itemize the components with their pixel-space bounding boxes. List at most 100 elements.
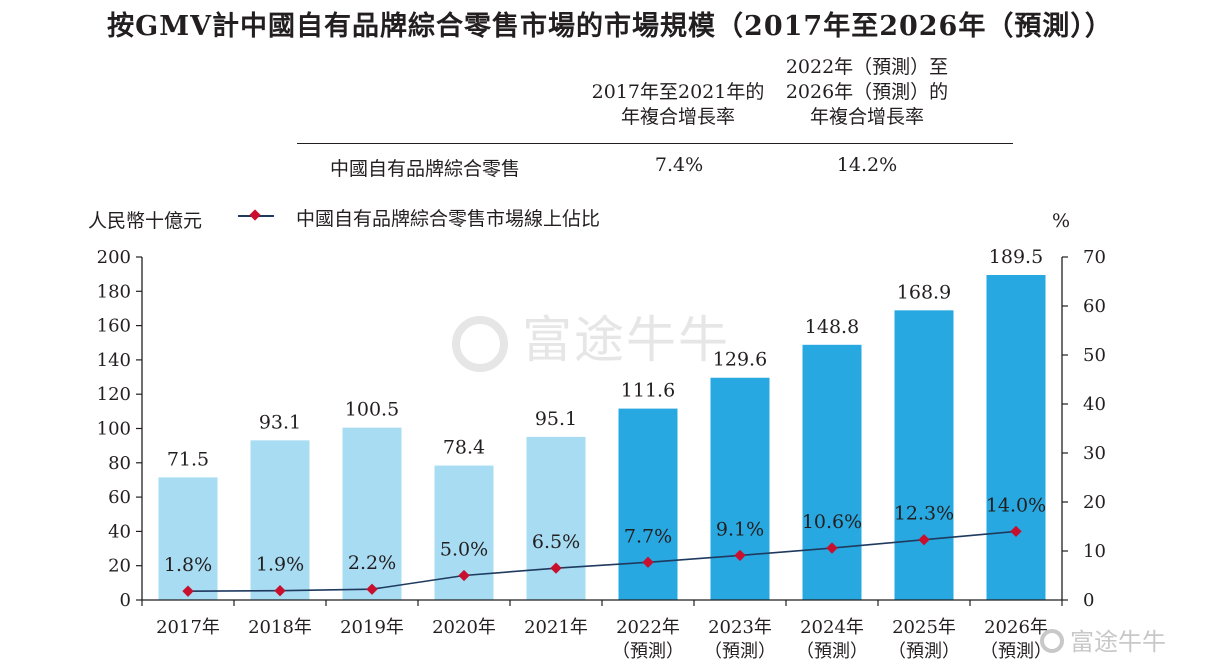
right-tick-label-7: 70 [1083,247,1106,268]
cagr-header-forecast-line-2: 年複合增長率 [809,106,924,128]
line-value-label-5: 7.7% [624,525,672,547]
right-tick-label-5: 50 [1083,345,1106,366]
x-tick-label-6-line-1: （預測） [704,641,776,662]
right-tick-label-3: 30 [1083,443,1106,464]
left-tick-label-2: 40 [108,521,131,542]
right-tick-label-1: 10 [1083,541,1106,562]
left-tick-label-0: 0 [120,590,131,611]
x-tick-label-7-line-0: 2024年 [800,617,864,638]
line-layer [182,525,1022,597]
cagr-divider [297,143,1013,144]
x-tick-label-7-line-1: （預測） [796,641,868,662]
line-value-label-3: 5.0% [440,539,488,561]
bar-1 [250,440,310,600]
line-value-label-0: 1.8% [164,554,212,576]
cagr-value-historical: 7.4% [654,154,704,176]
bar-5 [618,408,678,600]
x-tick-label-2-line-0: 2019年 [340,617,404,638]
cagr-header-historical: 2017年至2021年的 年複合增長率 [573,80,783,130]
corner-watermark-text: 富途牛牛 [1070,628,1166,656]
x-tick-label-8-line-1: （預測） [888,641,960,662]
line-point-8 [918,534,930,546]
bar-0 [158,477,218,600]
x-tick-label-9-line-0: 2026年 [984,617,1048,638]
line-point-7 [826,542,838,554]
bar-value-label-1: 93.1 [259,411,301,433]
x-tick-label-2: 2019年 [340,617,404,638]
x-tick-label-8: 2025年 （預測） [888,617,960,662]
x-tick-label-9: 2026年 （預測） [980,617,1052,662]
bar-value-label-0: 71.5 [167,448,209,470]
x-tick-label-6-line-0: 2023年 [708,617,772,638]
line-point-2 [366,583,378,595]
cagr-header-forecast: 2022年（預測）至 2026年（預測）的 年複合增長率 [767,55,967,130]
bar-value-label-9: 189.5 [989,246,1043,268]
line-point-1 [274,585,286,597]
axes-layer: 0 20 40 60 80 100 120 140 160 180 200 0 10 20 30 40 50 60… [97,247,1106,662]
right-axis-unit: % [1052,210,1071,232]
share-line [187,530,1017,592]
line-point-6 [734,549,746,562]
cagr-value-forecast: 14.2% [836,154,898,176]
left-tick-label-4: 80 [108,453,131,474]
x-tick-label-4-line-0: 2021年 [524,617,588,638]
logo-icon [452,315,508,372]
legend-label: 中國自有品牌綜合零售市場線上佔比 [296,208,601,230]
bar-value-label-6: 129.6 [713,349,767,371]
left-tick-label-8: 160 [97,316,131,337]
bar-value-label-4: 95.1 [535,408,577,430]
left-tick-label-6: 120 [97,384,131,405]
right-tick-label-4: 40 [1083,394,1106,415]
x-tick-label-6: 2023年 （預測） [704,617,776,662]
right-tick-label-6: 60 [1083,296,1106,317]
line-value-label-9: 14.0% [986,494,1046,516]
cagr-row-label: 中國自有品牌綜合零售 [330,158,521,180]
x-tick-label-3-line-0: 2020年 [432,617,496,638]
bar-value-label-7: 148.8 [805,316,859,338]
x-tick-label-5-line-0: 2022年 [616,617,680,638]
line-point-4 [550,562,562,574]
corner-logo-icon [1040,629,1064,653]
left-tick-label-10: 200 [97,247,131,268]
cagr-table: 2017年至2021年的 年複合增長率 2022年（預測）至 2026年（預測）的年… [297,56,1013,186]
bar-2 [342,427,402,600]
line-value-label-2: 2.2% [348,552,396,574]
bar-4 [526,436,586,600]
line-value-label-1: 1.9% [256,554,304,576]
bar-9 [986,275,1046,600]
left-tick-label-1: 20 [108,556,131,577]
left-tick-label-3: 60 [108,487,131,508]
cagr-header-forecast-line-0: 2022年（預測）至 [785,56,949,78]
bar-8 [894,310,954,600]
left-tick-label-5: 100 [97,419,131,440]
x-tick-label-7: 2024年 （預測） [796,617,868,662]
x-tick-label-4: 2021年 [524,617,588,638]
x-tick-label-1-line-0: 2018年 [248,617,312,638]
line-point-9 [1010,525,1022,538]
line-point-0 [182,585,194,597]
corner-watermark: 富途牛牛 [1040,622,1166,657]
x-tick-label-9-line-1: （預測） [980,641,1052,662]
bar-value-label-2: 100.5 [345,399,399,421]
line-value-label-8: 12.3% [894,503,954,525]
left-tick-label-9: 180 [97,281,131,302]
x-tick-label-3: 2020年 [432,617,496,638]
line-point-5 [642,556,654,568]
cagr-header-forecast-line-1: 2026年（預測）的 [785,81,949,103]
bars-layer [158,275,1046,600]
x-tick-label-0-line-0: 2017年 [156,617,220,638]
x-tick-label-1: 2018年 [248,617,312,638]
bar-value-label-5: 111.6 [621,380,675,402]
bar-6 [710,377,770,600]
labels-layer: 71.5 93.1 100.5 78.4 95.1 111.6 129.6 148.8 168.… [164,246,1046,576]
watermark: 富途牛牛 [452,300,730,372]
right-tick-label-2: 20 [1083,492,1106,513]
left-tick-label-7: 140 [97,350,131,371]
chart-title: 按GMV計中國自有品牌綜合零售市場的市場規模（2017年至2026年（預測）） [107,11,1113,42]
bar-value-label-3: 78.4 [443,437,485,459]
line-value-label-7: 10.6% [802,511,862,533]
bar-7 [802,344,862,600]
watermark-text: 富途牛牛 [522,311,730,369]
left-axis-unit: 人民幣十億元 [88,210,203,232]
cagr-header-historical-line-1: 年複合增長率 [620,106,735,128]
